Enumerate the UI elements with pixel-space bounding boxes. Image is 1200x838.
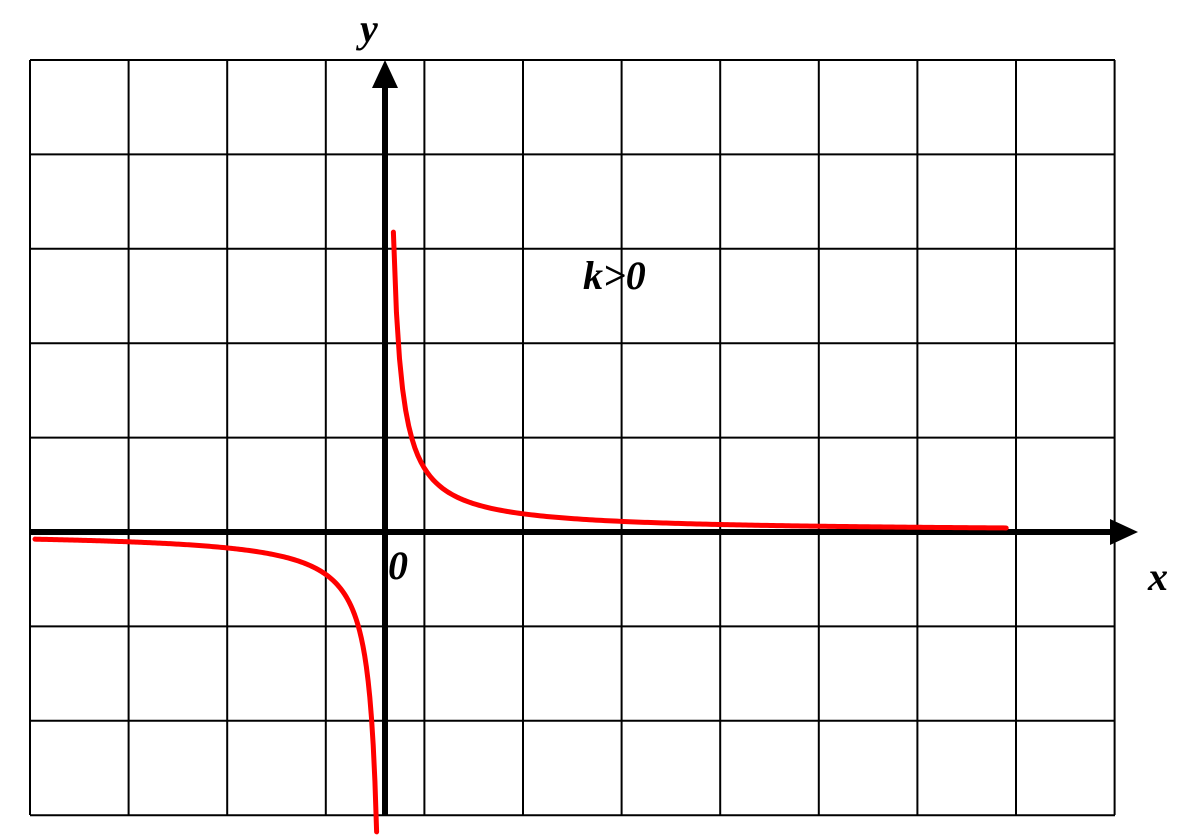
x-axis-label: x — [1148, 553, 1168, 600]
grid — [30, 60, 1115, 815]
y-axis-label: y — [360, 5, 378, 52]
annotation-label: k>0 — [583, 252, 646, 299]
chart-svg — [0, 0, 1200, 838]
origin-label: 0 — [388, 542, 408, 589]
